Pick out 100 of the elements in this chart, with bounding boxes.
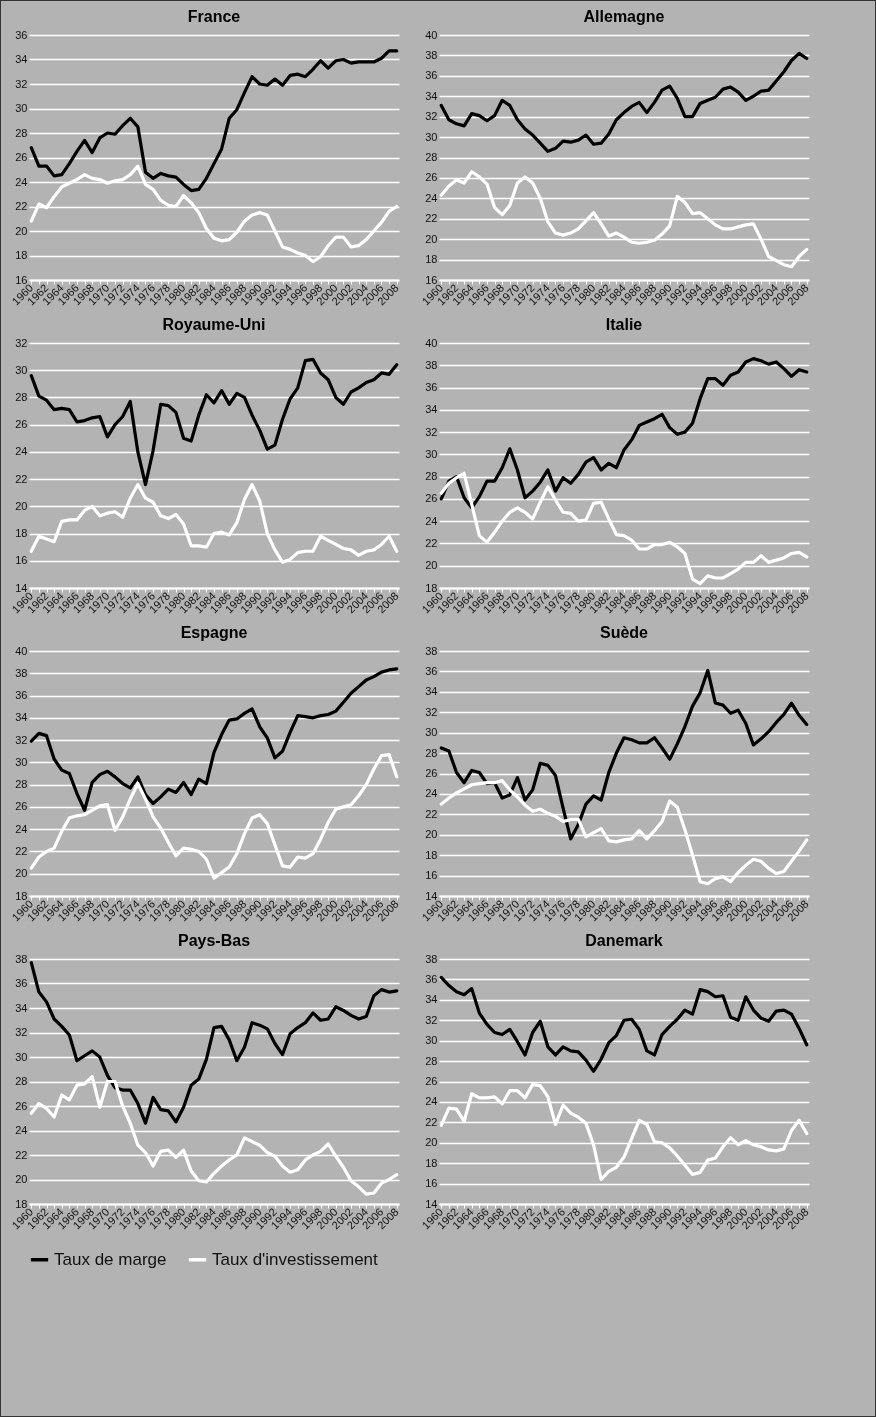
line-series bbox=[439, 51, 809, 153]
y-tick-label: 20 bbox=[15, 1173, 28, 1185]
y-tick-label: 16 bbox=[425, 273, 438, 286]
y-tick-label: 30 bbox=[15, 755, 28, 768]
y-tick-label: 40 bbox=[425, 336, 438, 349]
y-tick-label: 36 bbox=[15, 689, 28, 702]
y-tick-label: 14 bbox=[15, 581, 28, 594]
y-tick-label: 30 bbox=[15, 363, 28, 376]
y-tick-label: 38 bbox=[15, 952, 28, 965]
line-series bbox=[439, 356, 809, 510]
y-tick-label: 28 bbox=[15, 390, 28, 403]
y-tick-label: 32 bbox=[15, 1026, 28, 1038]
y-tick-label: 32 bbox=[15, 733, 28, 746]
line-series bbox=[439, 1082, 809, 1182]
line-series bbox=[439, 668, 809, 841]
y-tick-label: 28 bbox=[15, 1075, 28, 1087]
y-tick-label: 20 bbox=[15, 867, 28, 880]
y-tick-label: 18 bbox=[15, 889, 28, 902]
y-tick-label: 34 bbox=[15, 711, 28, 724]
y-tick-label: 30 bbox=[15, 1050, 28, 1063]
y-tick-label: 18 bbox=[15, 249, 28, 261]
y-tick-label: 24 bbox=[425, 1095, 438, 1108]
y-tick-label: 30 bbox=[15, 102, 28, 114]
y-tick-label: 26 bbox=[15, 418, 28, 431]
y-tick-label: 30 bbox=[425, 447, 438, 460]
y-tick-label: 22 bbox=[15, 200, 28, 212]
y-tick-label: 28 bbox=[425, 746, 438, 759]
y-tick-label: 32 bbox=[15, 77, 28, 90]
line-series bbox=[29, 752, 399, 880]
y-tick-label: 36 bbox=[15, 28, 28, 41]
y-tick-label: 26 bbox=[15, 151, 28, 163]
y-tick-label: 18 bbox=[425, 581, 438, 594]
y-tick-label: 30 bbox=[425, 1034, 438, 1047]
y-tick-label: 26 bbox=[15, 800, 28, 813]
y-tick-label: 38 bbox=[425, 48, 438, 61]
line-series bbox=[439, 170, 809, 269]
y-tick-label: 24 bbox=[425, 191, 438, 204]
y-tick-label: 32 bbox=[15, 336, 28, 349]
line-series bbox=[29, 961, 399, 1125]
y-tick-label: 14 bbox=[425, 889, 438, 902]
y-tick-label: 26 bbox=[15, 1099, 28, 1112]
y-tick-label: 38 bbox=[15, 666, 28, 679]
y-tick-label: 26 bbox=[425, 1075, 438, 1087]
y-tick-label: 32 bbox=[425, 705, 438, 718]
line-series bbox=[29, 482, 399, 564]
y-tick-label: 34 bbox=[15, 53, 28, 65]
y-tick-label: 28 bbox=[425, 1054, 438, 1067]
y-tick-label: 24 bbox=[425, 514, 438, 527]
chart-title: France bbox=[187, 8, 241, 25]
y-tick-label: 20 bbox=[425, 232, 438, 245]
line-series bbox=[439, 779, 809, 886]
y-tick-label: 18 bbox=[425, 253, 438, 266]
y-tick-label: 36 bbox=[425, 69, 438, 82]
y-tick-label: 20 bbox=[15, 224, 28, 237]
y-tick-label: 20 bbox=[425, 828, 438, 841]
chart-title: Espagne bbox=[180, 624, 248, 641]
y-tick-label: 16 bbox=[15, 554, 28, 567]
y-tick-label: 36 bbox=[425, 381, 438, 394]
y-tick-label: 34 bbox=[425, 993, 438, 1006]
y-tick-label: 24 bbox=[425, 787, 438, 800]
y-tick-label: 14 bbox=[425, 1197, 438, 1210]
y-tick-label: 22 bbox=[425, 1115, 438, 1128]
chart-title: Danemark bbox=[585, 932, 663, 949]
line-series bbox=[29, 667, 399, 812]
y-tick-label: 22 bbox=[15, 1148, 28, 1161]
y-tick-label: 16 bbox=[15, 273, 28, 286]
line-series bbox=[29, 1075, 399, 1196]
y-tick-label: 26 bbox=[425, 171, 438, 184]
chart-title: Royaume-Uni bbox=[162, 316, 266, 333]
y-tick-label: 36 bbox=[15, 977, 28, 989]
chart-title: Allemagne bbox=[583, 8, 665, 25]
y-tick-label: 24 bbox=[15, 175, 28, 188]
y-tick-label: 22 bbox=[425, 807, 438, 820]
y-tick-label: 34 bbox=[425, 403, 438, 416]
chart-title: Suède bbox=[599, 624, 649, 641]
y-tick-label: 34 bbox=[15, 1001, 28, 1014]
chart-title: Italie bbox=[605, 316, 643, 333]
line-series bbox=[439, 471, 809, 586]
y-tick-label: 32 bbox=[425, 425, 438, 438]
y-tick-label: 36 bbox=[425, 664, 438, 677]
y-tick-label: 16 bbox=[425, 869, 438, 882]
legend-label: Taux de marge bbox=[54, 1249, 167, 1269]
y-tick-label: 30 bbox=[425, 726, 438, 739]
y-tick-label: 36 bbox=[425, 972, 438, 985]
y-tick-label: 20 bbox=[425, 1136, 438, 1149]
y-tick-label: 28 bbox=[425, 151, 438, 163]
y-tick-label: 18 bbox=[15, 527, 28, 540]
y-tick-label: 22 bbox=[15, 472, 28, 485]
chart-title: Pays-Bas bbox=[177, 932, 251, 949]
y-tick-label: 24 bbox=[15, 445, 28, 458]
line-series bbox=[29, 357, 399, 487]
y-tick-label: 18 bbox=[15, 1197, 28, 1210]
y-tick-label: 38 bbox=[425, 952, 438, 965]
y-tick-label: 24 bbox=[15, 1124, 28, 1136]
y-tick-label: 16 bbox=[425, 1177, 438, 1190]
y-tick-label: 32 bbox=[425, 1013, 438, 1026]
y-tick-label: 34 bbox=[425, 685, 438, 698]
y-tick-label: 26 bbox=[425, 492, 438, 505]
y-tick-label: 32 bbox=[425, 110, 438, 123]
y-tick-label: 22 bbox=[15, 844, 28, 857]
